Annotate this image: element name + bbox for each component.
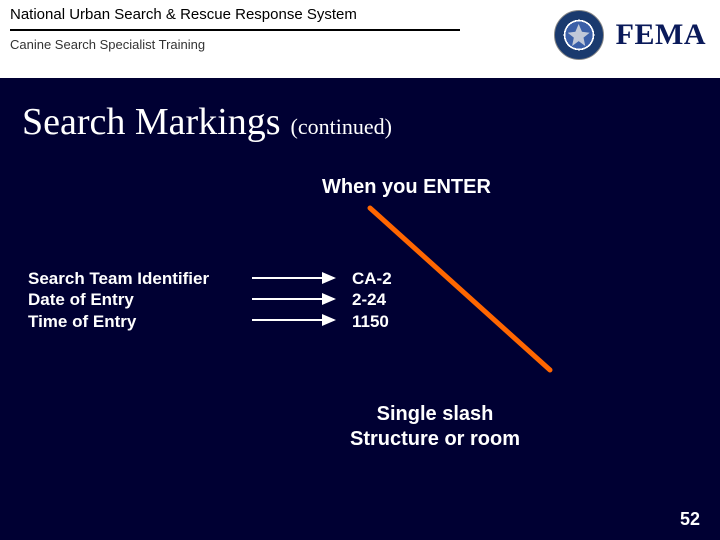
label-team-id: Search Team Identifier bbox=[28, 268, 209, 289]
entry-labels: Search Team Identifier Date of Entry Tim… bbox=[28, 268, 209, 332]
value-team-id: CA-2 bbox=[352, 268, 392, 289]
label-arrows bbox=[252, 278, 334, 320]
entry-values: CA-2 2-24 1150 bbox=[352, 268, 392, 332]
header-rule bbox=[10, 29, 460, 31]
label-date: Date of Entry bbox=[28, 289, 209, 310]
slide-title: Search Markings (continued) bbox=[22, 100, 392, 144]
caption-line2: Structure or room bbox=[350, 427, 520, 452]
label-time: Time of Entry bbox=[28, 311, 209, 332]
value-time: 1150 bbox=[352, 311, 392, 332]
page-number: 52 bbox=[680, 509, 700, 530]
header-logos: FEMA bbox=[554, 10, 706, 60]
title-continued: (continued) bbox=[291, 114, 392, 139]
fema-logo: FEMA bbox=[616, 18, 706, 52]
title-main: Search Markings bbox=[22, 101, 281, 143]
slide-header: National Urban Search & Rescue Response … bbox=[0, 0, 720, 78]
dhs-seal-icon bbox=[554, 10, 604, 60]
caption-line1: Single slash bbox=[350, 402, 520, 427]
search-slash-mark bbox=[370, 208, 550, 370]
value-date: 2-24 bbox=[352, 289, 392, 310]
diagram-caption: Single slash Structure or room bbox=[350, 402, 520, 452]
when-enter-label: When you ENTER bbox=[322, 176, 491, 199]
